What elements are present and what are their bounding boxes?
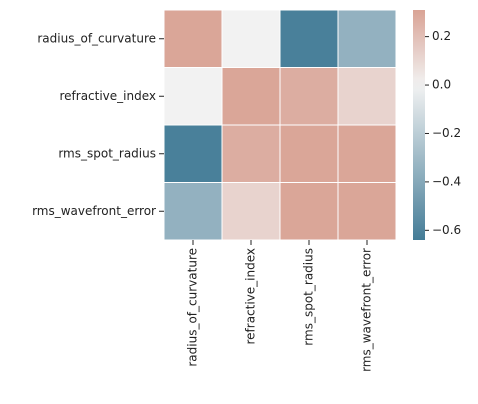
heatmap-cell bbox=[337, 124, 397, 183]
heatmap-cell bbox=[221, 124, 281, 183]
column-tick-label: rms_spot_radius bbox=[302, 248, 316, 346]
heatmap-cell bbox=[337, 67, 397, 126]
colorbar-tick-label: −0.6 bbox=[432, 223, 461, 237]
colorbar-tick-label: 0.2 bbox=[432, 29, 451, 43]
row-tick-label: rms_spot_radius bbox=[58, 146, 156, 160]
colorbar-tick-label: −0.2 bbox=[432, 126, 461, 140]
colorbar-gradient bbox=[413, 10, 425, 240]
heatmap-cell bbox=[279, 67, 339, 126]
row-tick-labels: radius_of_curvature refractive_index rms_s… bbox=[32, 31, 164, 218]
column-tick-label: rms_wavefront_error bbox=[360, 248, 374, 372]
heatmap-cell bbox=[279, 124, 339, 183]
heatmap-cell bbox=[337, 182, 397, 241]
column-tick-labels: radius_of_curvature refractive_index rms_s… bbox=[186, 240, 374, 372]
row-tick-label: refractive_index bbox=[59, 89, 156, 103]
row-tick-label: radius_of_curvature bbox=[37, 31, 156, 45]
colorbar-tick-label: −0.4 bbox=[432, 174, 461, 188]
heatmap-cell bbox=[279, 182, 339, 241]
colorbar-tick-label: 0.0 bbox=[432, 78, 451, 92]
row-tick-label: rms_wavefront_error bbox=[32, 204, 156, 218]
heatmap-cell bbox=[163, 182, 223, 241]
heatmap-cell bbox=[337, 9, 397, 68]
heatmap-cell bbox=[163, 67, 223, 126]
heatmap-cell bbox=[221, 182, 281, 241]
heatmap-cells bbox=[163, 9, 397, 241]
heatmap-cell bbox=[163, 124, 223, 183]
heatmap-cell bbox=[221, 9, 281, 68]
colorbar: 0.2 0.0 −0.2 −0.4 −0.6 bbox=[413, 10, 461, 240]
column-tick-label: refractive_index bbox=[244, 248, 258, 345]
heatmap-cell bbox=[163, 9, 223, 68]
heatmap-cell bbox=[221, 67, 281, 126]
column-tick-label: radius_of_curvature bbox=[186, 248, 200, 367]
heatmap-cell bbox=[279, 9, 339, 68]
